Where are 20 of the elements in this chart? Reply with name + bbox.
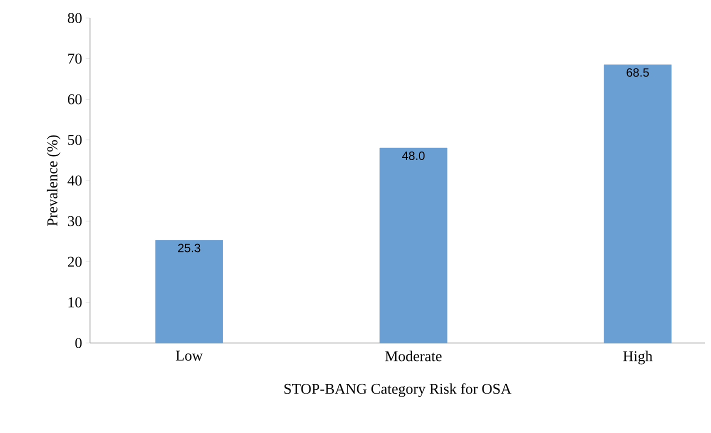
y-tick-label: 10 — [68, 297, 82, 308]
data-label: 68.5 — [626, 68, 649, 77]
y-axis-title: Prevalence (%) — [46, 135, 60, 226]
x-tick-label: Low — [176, 350, 203, 361]
y-tick-label: 0 — [75, 338, 82, 348]
y-tick-label: 40 — [68, 175, 82, 186]
bar — [155, 240, 223, 344]
bar — [380, 148, 448, 344]
y-tick-label: 30 — [68, 216, 82, 226]
y-tick-label: 50 — [68, 134, 82, 145]
x-axis-title: STOP-BANG Category Risk for OSA — [284, 383, 512, 397]
data-label: 25.3 — [178, 244, 200, 252]
x-tick-label: High — [623, 350, 652, 364]
data-label: 48.0 — [402, 152, 425, 160]
x-tick-label: Moderate — [385, 350, 442, 362]
y-tick-label: 80 — [68, 12, 82, 24]
y-tick-label: 70 — [68, 54, 82, 64]
y-tick-label: 20 — [68, 256, 82, 267]
bar — [604, 64, 672, 344]
y-tick-label: 60 — [68, 94, 82, 104]
